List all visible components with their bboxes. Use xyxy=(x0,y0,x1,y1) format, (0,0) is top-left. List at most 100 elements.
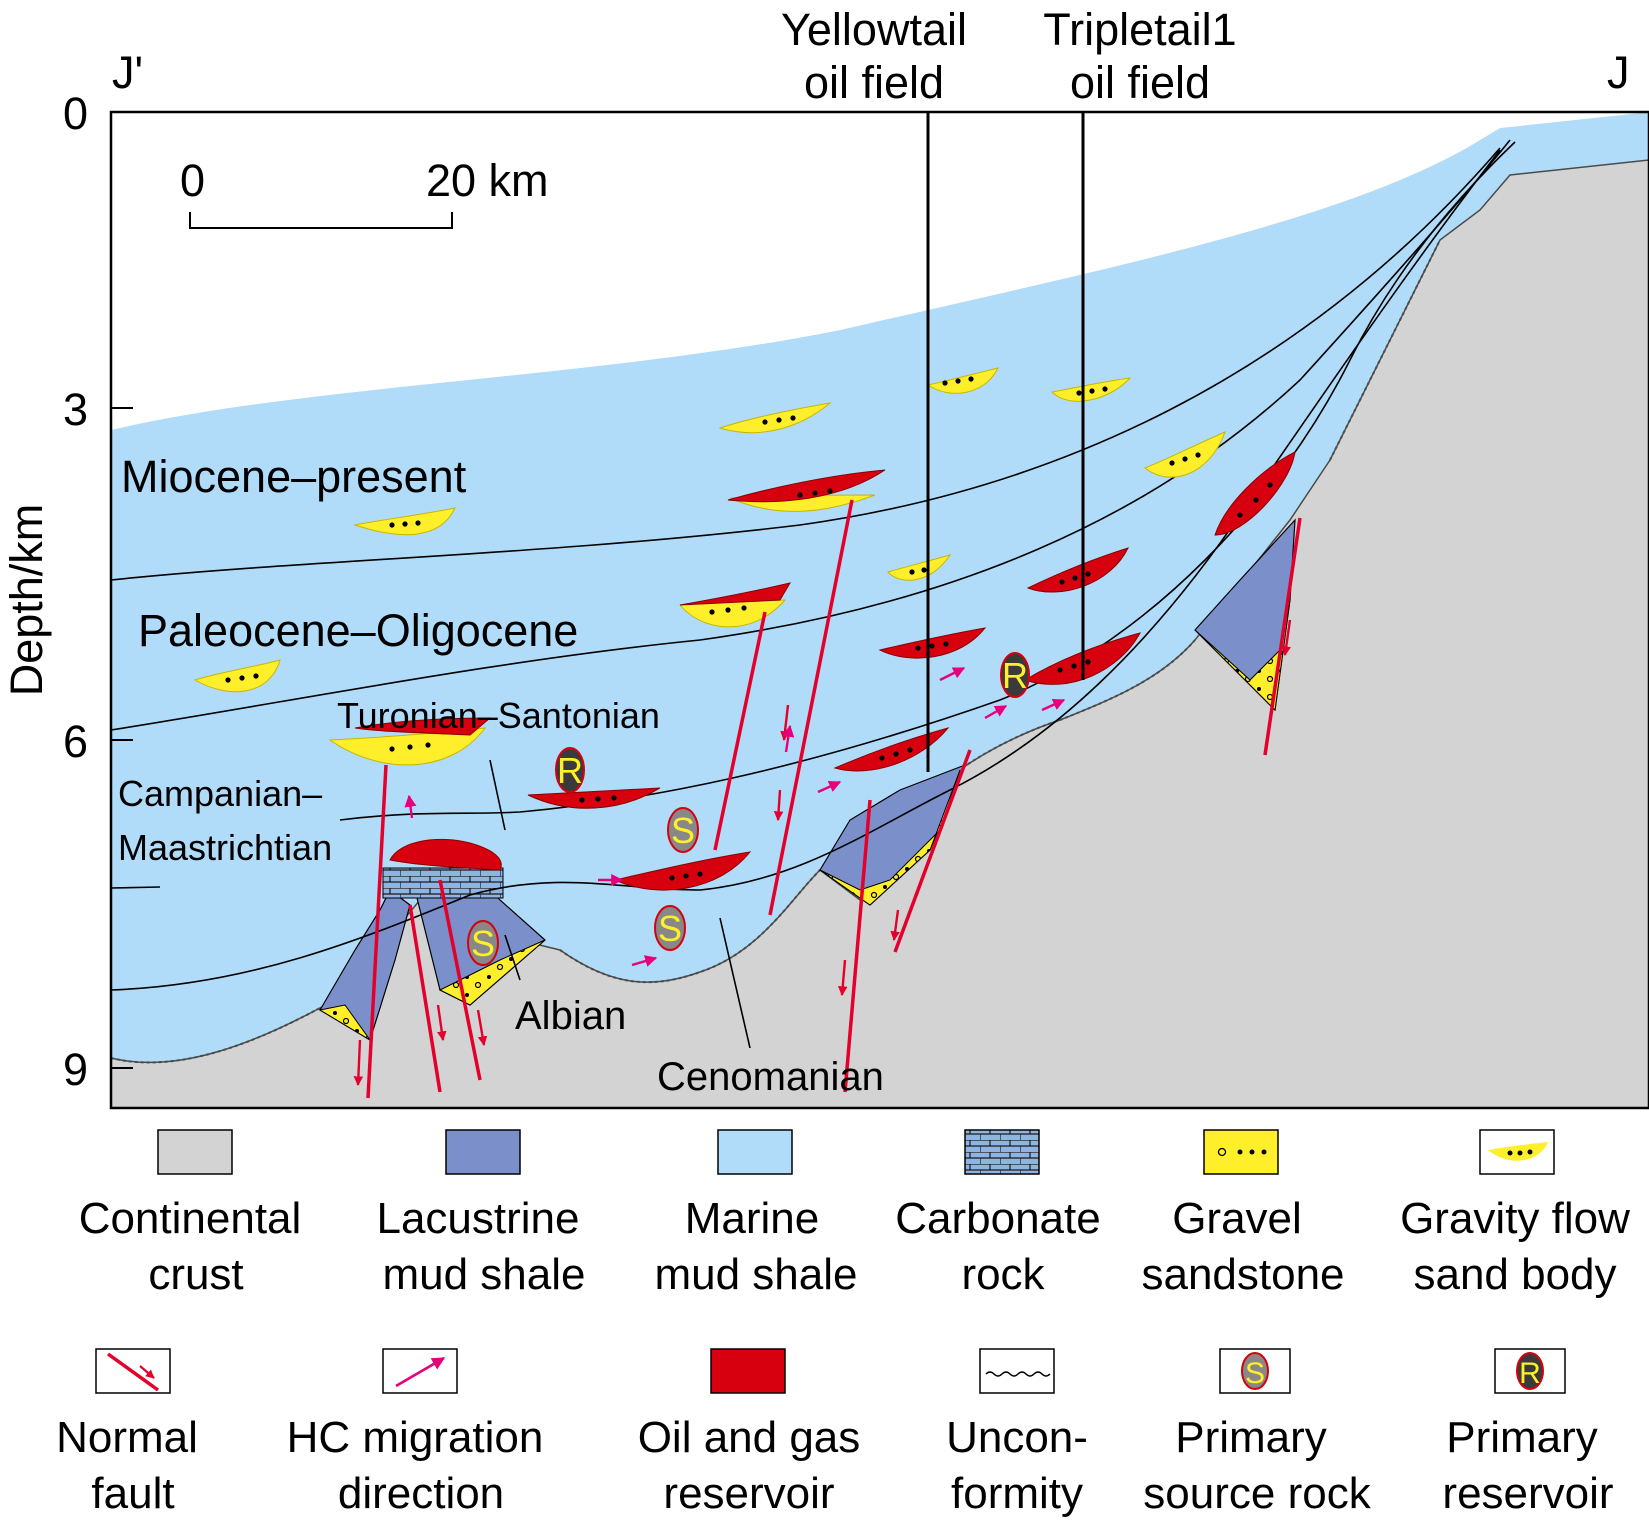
legend-label-8b: direction xyxy=(338,1469,504,1518)
legend-swatch-continental-crust xyxy=(157,1129,233,1175)
unit-label-miocene: Miocene–present xyxy=(121,451,467,502)
reservoir-lens xyxy=(1214,451,1296,536)
wells xyxy=(926,112,1085,772)
reservoir-marker-label: R xyxy=(1002,655,1028,696)
source-marker-label: S xyxy=(671,810,695,851)
unit-label-albian: Albian xyxy=(515,994,626,1038)
hc-migration-arrows xyxy=(404,666,1066,967)
legend-label-10b: formity xyxy=(951,1469,1083,1518)
sand-body xyxy=(718,402,832,434)
reservoir-lens xyxy=(878,627,987,659)
legend-swatch-carbonate xyxy=(964,1129,1040,1175)
legend-label-11b: source rock xyxy=(1143,1469,1371,1518)
legend-label-10a: Uncon- xyxy=(946,1413,1088,1462)
legend-label-2b: mud shale xyxy=(382,1250,585,1299)
sand-body xyxy=(887,554,952,581)
sand-body xyxy=(193,659,281,693)
migration-arrow xyxy=(404,794,417,819)
legend-label-5a: Gravel xyxy=(1172,1194,1302,1243)
sand-body xyxy=(926,367,999,394)
fault-displacement-arrows xyxy=(353,619,1292,1086)
normal-fault xyxy=(366,764,388,1099)
legend-label-5b: sandstone xyxy=(1141,1250,1344,1299)
primary-reservoir-marker: R xyxy=(555,747,585,793)
legend-label-4b: rock xyxy=(961,1250,1045,1299)
legend-label-11a: Primary xyxy=(1175,1413,1327,1462)
legend-label-2a: Lacustrine xyxy=(376,1194,579,1243)
legend: Continental crust Lacustrine mud shale M… xyxy=(56,1129,1630,1518)
section-frame xyxy=(109,110,1649,1110)
legend-label-3b: mud shale xyxy=(654,1250,857,1299)
sand-body xyxy=(1144,431,1226,478)
normal-fault xyxy=(843,799,872,1093)
section-end-left: J' xyxy=(112,47,143,98)
legend-label-7a: Normal xyxy=(56,1413,198,1462)
reservoir-lens xyxy=(527,787,661,809)
migration-arrow xyxy=(782,724,795,753)
unit-label-cenomanian: Cenomanian xyxy=(657,1055,884,1099)
legend-label-1a: Continental xyxy=(79,1194,302,1243)
leader-lines xyxy=(489,759,751,1049)
scale-bar: 0 20 km xyxy=(180,155,549,229)
source-rock-marker: S xyxy=(667,807,699,853)
legend-label-12b: reservoir xyxy=(1442,1469,1613,1518)
cross-section: S S S R R xyxy=(1,4,1649,1110)
migration-arrow xyxy=(984,704,1008,720)
normal-faults xyxy=(366,499,1302,1099)
legend-label-8a: HC migration xyxy=(287,1413,544,1462)
legend-label-4a: Carbonate xyxy=(895,1194,1100,1243)
legend-label-9b: reservoir xyxy=(663,1469,834,1518)
legend-label-3a: Marine xyxy=(685,1194,820,1243)
unit-label-campanian-2: Maastrichtian xyxy=(118,827,332,868)
section-end-right: J xyxy=(1607,47,1630,98)
source-rock-marker: S xyxy=(467,920,499,966)
reservoir-lens xyxy=(679,582,792,606)
source-rock-marker: S xyxy=(654,905,686,951)
scale-bar-start: 0 xyxy=(180,155,205,206)
primary-reservoir-marker: R xyxy=(1000,652,1030,698)
reservoir-lens xyxy=(613,851,752,891)
source-rock-markers: S S S xyxy=(467,807,699,966)
normal-fault xyxy=(893,749,972,953)
gravel-wedge-left xyxy=(318,1004,371,1041)
normal-fault xyxy=(438,879,482,1081)
depth-tick-0: 0 xyxy=(63,88,88,139)
reservoir-lens xyxy=(727,469,886,503)
legend-swatch-gravity-flow xyxy=(1479,1129,1555,1175)
migration-arrow xyxy=(939,666,966,682)
well-label-yellowtail-2: oil field xyxy=(804,57,944,108)
reservoir-lens xyxy=(354,717,492,736)
legend-swatch-hc-migration xyxy=(382,1348,458,1394)
normal-fault xyxy=(768,499,854,916)
depth-axis-label: Depth/km xyxy=(1,504,52,697)
unit-label-paleocene: Paleocene–Oligocene xyxy=(138,605,578,656)
legend-swatch-source-rock: S xyxy=(1219,1348,1291,1394)
depth-tick-9: 9 xyxy=(63,1044,88,1095)
source-marker-label: S xyxy=(658,908,682,949)
migration-arrow xyxy=(631,955,658,967)
reservoir-lens xyxy=(833,727,950,772)
normal-fault xyxy=(1263,517,1302,756)
source-marker-label: S xyxy=(471,923,495,964)
legend-swatch-marine xyxy=(717,1129,793,1175)
legend-label-6a: Gravity flow xyxy=(1400,1194,1630,1243)
migration-arrow xyxy=(1041,698,1066,712)
legend-swatch-gravel xyxy=(1203,1129,1279,1175)
scale-bar-end: 20 km xyxy=(426,155,549,206)
legend-swatch-lacustrine xyxy=(445,1129,521,1175)
well-label-yellowtail-1: Yellowtail xyxy=(781,4,967,55)
depth-axis xyxy=(111,111,133,1069)
legend-swatch-oil-gas-reservoir xyxy=(710,1348,786,1394)
depth-tick-6: 6 xyxy=(63,716,88,767)
legend-label-12a: Primary xyxy=(1446,1413,1598,1462)
migration-arrow xyxy=(817,780,842,794)
unit-label-campanian-1: Campanian– xyxy=(118,773,322,814)
well-label-tripletail-2: oil field xyxy=(1070,57,1210,108)
unconformity-line xyxy=(110,239,1441,1064)
reservoir-lens xyxy=(389,838,502,871)
reservoir-marker-label: R xyxy=(557,750,583,791)
normal-fault xyxy=(408,904,442,1093)
sand-body xyxy=(353,507,456,536)
legend-swatch-unconformity xyxy=(979,1348,1055,1394)
